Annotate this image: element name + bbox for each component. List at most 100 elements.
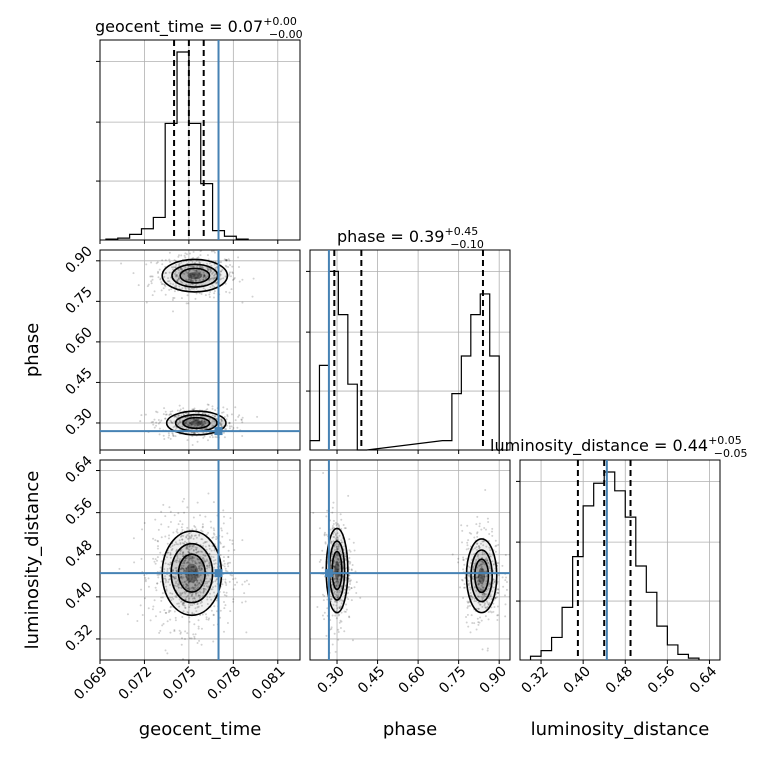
sample-point: [330, 626, 333, 629]
sample-point: [215, 281, 218, 284]
sample-point: [334, 521, 337, 524]
sample-point: [179, 631, 182, 634]
sample-point: [190, 557, 193, 560]
sample-point: [467, 579, 470, 582]
sample-point: [477, 583, 480, 586]
sample-point: [213, 591, 216, 594]
sample-point: [347, 598, 350, 601]
sample-point: [180, 592, 183, 595]
sample-point: [163, 283, 166, 286]
sample-point: [323, 618, 326, 621]
sample-point: [192, 257, 195, 260]
sample-point: [207, 586, 210, 589]
sample-point: [212, 640, 215, 643]
scatter-panel-phase-luminosity_distance: 0.30 0.45 0.60 0.75 0.90: [309, 459, 511, 697]
sample-point: [201, 424, 204, 427]
sample-point: [350, 587, 353, 590]
sample-point: [220, 419, 223, 422]
sample-point: [225, 591, 228, 594]
sample-point: [190, 276, 193, 279]
sample-point: [202, 423, 205, 426]
sample-point: [478, 579, 481, 582]
sample-point: [337, 562, 340, 565]
sample-point: [159, 277, 162, 280]
sample-point: [182, 658, 185, 660]
sample-point: [184, 286, 187, 289]
sample-point: [176, 585, 179, 588]
sample-point: [175, 274, 178, 277]
density-level: [180, 268, 210, 283]
panel-frame: [99, 459, 301, 661]
sample-point: [150, 275, 153, 278]
sample-point: [462, 558, 465, 561]
sample-point: [181, 551, 184, 554]
sample-point: [182, 555, 185, 558]
sample-point: [169, 521, 172, 524]
sample-point: [202, 545, 205, 548]
sample-point: [154, 615, 157, 618]
sample-point: [194, 419, 197, 422]
sample-point: [210, 269, 213, 272]
sample-point: [198, 422, 201, 425]
sample-point: [344, 527, 347, 530]
sample-point: [229, 517, 232, 520]
sample-point: [196, 424, 199, 427]
sample-point: [174, 595, 177, 598]
sample-point: [476, 532, 479, 535]
sample-point: [180, 576, 183, 579]
sample-point: [203, 420, 206, 423]
sample-point: [476, 576, 479, 579]
sample-point: [502, 585, 505, 588]
sample-point: [213, 605, 216, 608]
y-tick-label: 0.40: [62, 579, 95, 612]
sample-point: [165, 585, 168, 588]
density-level: [332, 551, 342, 590]
sample-point: [202, 436, 205, 439]
sample-point: [164, 535, 167, 538]
sample-point: [483, 592, 486, 595]
sample-point: [192, 516, 195, 519]
sample-point: [179, 592, 182, 595]
sample-point: [224, 275, 227, 278]
sample-point: [227, 565, 230, 568]
sample-point: [189, 579, 192, 582]
sample-point: [234, 406, 237, 409]
sample-point: [333, 578, 336, 581]
sample-point: [181, 538, 184, 541]
sample-point: [159, 551, 162, 554]
y-tick-label: 0.75: [62, 284, 95, 317]
sample-point: [224, 264, 227, 267]
sample-point: [179, 594, 182, 597]
sample-point: [333, 570, 336, 573]
sample-point: [188, 580, 191, 583]
sample-point: [221, 578, 224, 581]
sample-point: [202, 431, 205, 434]
sample-point: [157, 419, 160, 422]
sample-point: [186, 556, 189, 559]
sample-point: [143, 597, 146, 600]
sample-point: [187, 578, 190, 581]
sample-point: [355, 592, 358, 595]
sample-point: [188, 587, 191, 590]
sample-point: [485, 580, 488, 583]
sample-point: [175, 561, 178, 564]
sample-point: [323, 611, 326, 614]
sample-point: [340, 602, 343, 605]
sample-point: [462, 559, 465, 562]
sample-point: [212, 566, 215, 569]
sample-point: [504, 579, 507, 582]
hist-panel-geocent_time: [96, 39, 301, 244]
sample-point: [347, 591, 350, 594]
sample-point: [343, 610, 346, 613]
sample-point: [172, 434, 175, 437]
sample-point: [177, 414, 180, 417]
panel-frame: [99, 39, 301, 241]
x-tick-label: 0.40: [561, 664, 594, 697]
sample-point: [193, 623, 196, 626]
sample-point: [478, 603, 481, 606]
sample-point: [193, 431, 196, 434]
sample-point: [484, 593, 487, 596]
sample-point: [475, 523, 478, 526]
sample-point: [159, 629, 162, 632]
sample-point: [184, 606, 187, 609]
